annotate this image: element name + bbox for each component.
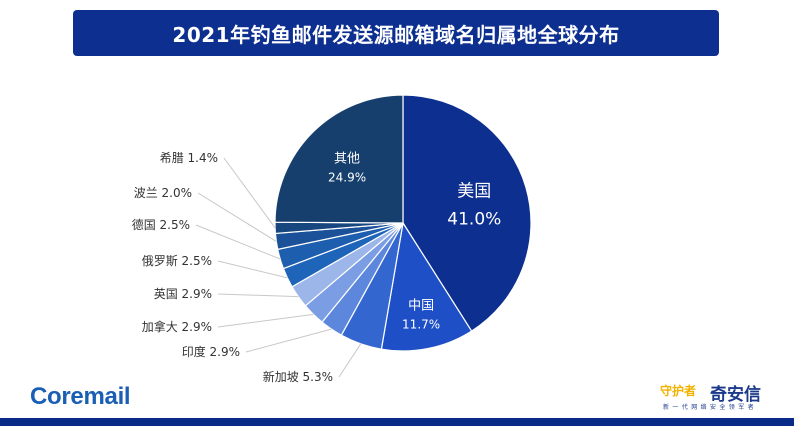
slice-name-label-1: 中国 [408, 298, 434, 313]
leader-line-5 [217, 293, 299, 298]
slice-value-label-1: 11.7% [402, 317, 440, 331]
pie-slice-0 [402, 94, 532, 332]
pie-slice-1 [380, 221, 473, 352]
slice-label-3: 印度 2.9% [182, 344, 240, 359]
pie-slice-10 [274, 94, 404, 224]
chart-title: 2021年钓鱼邮件发送源邮箱域名归属地全球分布 [172, 22, 620, 47]
slice-label-9: 希腊 1.4% [160, 150, 218, 165]
slice-name-label-0: 美国 [457, 181, 491, 201]
leader-line-2 [338, 343, 362, 378]
slice-label-6: 俄罗斯 2.5% [142, 254, 212, 268]
slice-value-label-10: 24.9% [328, 171, 366, 185]
slice-label-5: 英国 2.9% [154, 287, 212, 301]
coremail-logo: Coremail [30, 383, 131, 410]
leader-line-9 [223, 157, 276, 229]
qianxin-tagline: 新一代网络安全领军者 [663, 404, 758, 411]
chart-title-bar: 2021年钓鱼邮件发送源邮箱域名归属地全球分布 [73, 10, 719, 56]
leader-line-7 [195, 224, 281, 260]
qianxin-logo: 守护者 奇安信 新一代网络安全领军者 [660, 378, 780, 414]
leader-line-8 [197, 192, 277, 242]
slice-name-label-10: 其他 [334, 152, 360, 167]
qianxin-name: 奇安信 [710, 385, 761, 405]
slice-label-8: 波兰 2.0% [134, 186, 192, 200]
leader-line-4 [217, 313, 314, 328]
slice-label-4: 加拿大 2.9% [142, 319, 212, 334]
leader-line-3 [245, 328, 332, 353]
slice-label-2: 新加坡 5.3% [263, 369, 333, 384]
slice-value-label-0: 41.0% [447, 209, 501, 229]
slice-label-7: 德国 2.5% [132, 217, 190, 232]
leader-line-6 [217, 260, 288, 279]
qianxin-mark: 守护者 [660, 384, 697, 398]
bottom-bar [0, 418, 794, 426]
